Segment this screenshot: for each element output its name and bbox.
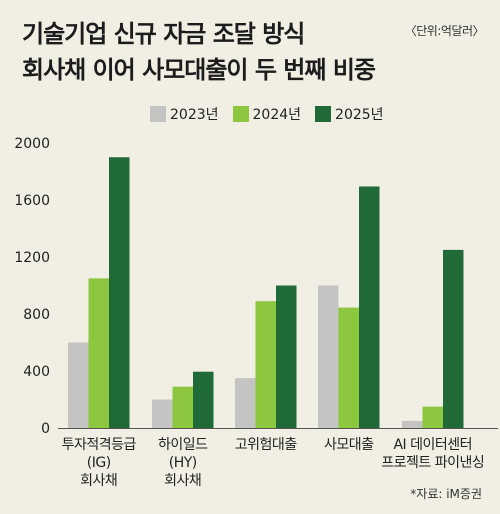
y-tick-label-2000: 2000 xyxy=(14,136,50,152)
chart-title-line2: 회사채 이어 사모대출이 두 번째 비중 xyxy=(22,56,376,84)
category-label-2-line-3: 회사채 xyxy=(164,473,201,489)
bar-2023년-5 xyxy=(402,420,423,428)
category-label-5-line-1: AI 데이터센터 xyxy=(393,437,472,453)
legend-label-3: 2025년 xyxy=(335,107,384,123)
category-label-1-line-1: 투자적격등급 xyxy=(62,437,137,453)
category-label-4-line-1: 사모대출 xyxy=(324,437,374,453)
legend: 2023년 2024년 2025년 xyxy=(150,104,398,124)
bar-2025년-2 xyxy=(193,371,214,428)
bar-2023년-4 xyxy=(318,285,339,428)
legend-item-2: 2024년 xyxy=(232,104,302,124)
chart-title-line1: 기술기업 신규 자금 조달 방식 xyxy=(22,20,305,48)
bar-2024년-4 xyxy=(338,307,359,428)
unit-label: 〈단위:억달러〉 xyxy=(404,24,485,38)
y-tick-label-0: 0 xyxy=(41,421,50,437)
bar-2024년-1 xyxy=(88,278,109,428)
bar-2025년-3 xyxy=(276,285,297,428)
bar-2025년-1 xyxy=(109,157,130,428)
legend-item-3: 2025년 xyxy=(315,104,384,124)
source-note: *자료: iM증권 xyxy=(410,487,482,501)
legend-item-1: 2023년 xyxy=(150,104,219,124)
y-tick-label-800: 800 xyxy=(23,307,50,323)
category-label-3-line-1: 고위험대출 xyxy=(235,437,298,453)
legend-swatch-2 xyxy=(232,106,249,122)
bar-2023년-1 xyxy=(68,342,89,428)
bar-2023년-3 xyxy=(235,378,256,428)
y-tick-label-1600: 1600 xyxy=(14,193,50,209)
legend-label-1: 2023년 xyxy=(170,107,219,123)
bar-2024년-5 xyxy=(422,406,443,428)
bar-2024년-2 xyxy=(172,386,193,428)
category-label-2-line-2: (HY) xyxy=(169,455,197,471)
category-label-2-line-1: 하이일드 xyxy=(158,437,208,453)
category-label-1-line-3: 회사채 xyxy=(80,473,117,489)
y-tick-label-400: 400 xyxy=(23,364,50,380)
bar-2025년-5 xyxy=(443,249,464,428)
category-label-1-line-2: (IG) xyxy=(87,455,111,471)
bar-2023년-2 xyxy=(152,399,173,428)
bar-2024년-3 xyxy=(255,301,276,428)
legend-swatch-3 xyxy=(315,106,332,122)
y-tick-label-1200: 1200 xyxy=(14,250,50,266)
legend-swatch-1 xyxy=(150,106,166,122)
category-label-5-line-2: 프로젝트 파이낸싱 xyxy=(381,455,484,471)
bar-2025년-4 xyxy=(359,186,380,428)
legend-label-2: 2024년 xyxy=(252,107,302,123)
